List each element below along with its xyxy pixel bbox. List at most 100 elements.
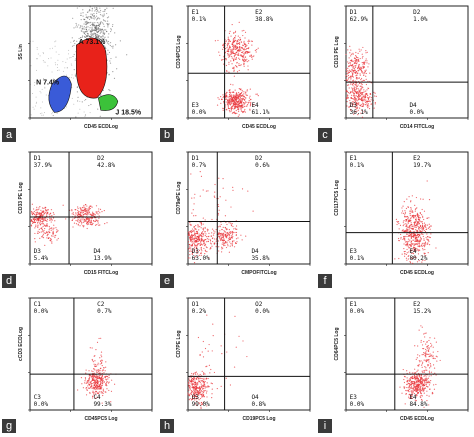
quadrant-value: 0.1%: [192, 16, 207, 23]
y-axis-label: CD13 PE Log: [334, 36, 340, 67]
quadrant-label: O4: [251, 394, 259, 401]
quadrant-label: C4: [93, 394, 101, 401]
panel-c: CD14 FITCLog CD13 PE Log D1 62.9% D2 1.0% D3 36…: [316, 0, 474, 146]
quadrant-label: E2: [413, 155, 421, 162]
quadrant-label: D3: [192, 248, 200, 255]
gate-A: [76, 37, 108, 99]
event-dots: [77, 337, 117, 404]
quadrant-value: 5.4%: [34, 255, 49, 262]
y-axis-label: CD34PC5 Log: [176, 35, 182, 68]
quadrant-value: 15.2%: [413, 308, 431, 315]
y-axis-label: CD117PC5 Log: [334, 180, 340, 216]
quadrant-label: D4: [409, 102, 417, 109]
gate-J: [97, 94, 119, 111]
event-dots: [394, 180, 437, 264]
quadrant-value: 0.0%: [192, 109, 207, 116]
x-axis-label: CD45 ECDLog: [400, 416, 434, 422]
quadrant-label: E1: [350, 301, 358, 308]
plot-area: [29, 297, 153, 411]
gate-N: [48, 75, 72, 113]
scatter-svg: CD45 ECDLog SS Lin A 73.1% N 7.4% J 18.5%: [18, 5, 153, 130]
quadrant-value: 0.6%: [255, 162, 270, 169]
quadrant-label: O2: [255, 301, 263, 308]
panel-letter: h: [160, 419, 174, 433]
quadrant-label: D1: [34, 155, 42, 162]
quadrant-label: E4: [409, 248, 417, 255]
panel-i: CD45 ECDLog CD64PC5 Log E1 0.0% E2 15.2% E3 0.0…: [316, 292, 474, 437]
plot-area: [187, 5, 311, 119]
quadrant-label: E3: [350, 394, 358, 401]
quadrant-value: 0.7%: [192, 162, 207, 169]
y-axis-label: CD33 PE Log: [18, 182, 24, 213]
quadrant-value: 0.0%: [255, 308, 270, 315]
y-axis-label: CD79aPE Log: [176, 182, 182, 215]
quadrant-label: D2: [413, 9, 421, 16]
y-axis-label: SS Lin: [18, 44, 24, 60]
panel-letter: a: [2, 128, 16, 142]
quadrant-label: D1: [350, 9, 358, 16]
quadrant-value: 0.0%: [34, 401, 49, 408]
panel-e: CMPOFITCLog CD79aPE Log D1 0.7% D2 0.6% D3 63.0…: [158, 146, 316, 292]
plot-area: [187, 297, 311, 411]
quadrant-label: E4: [251, 102, 259, 109]
x-axis-label: CD45 ECDLog: [84, 124, 118, 130]
event-dots: [214, 21, 259, 117]
x-axis-label: CD45PC5 Log: [84, 416, 117, 422]
panel-letter: b: [160, 128, 174, 142]
quadrant-label: D3: [350, 102, 358, 109]
panel-letter: d: [2, 274, 16, 288]
panel-letter: f: [318, 274, 332, 288]
quadrant-value: 62.9%: [350, 16, 368, 23]
y-axis-label: cCD3 ECDLog: [18, 327, 24, 361]
scatter-svg: CMPOFITCLog CD79aPE Log D10.7% D20.6% D363.0…: [176, 151, 311, 276]
plot-area: [345, 5, 469, 119]
quadrant-value: 0.2%: [192, 308, 207, 315]
quadrant-label: E3: [192, 102, 200, 109]
panel-d: CD15 FITCLog CD33 PE Log D1 37.9% D2 42.8% D3 5…: [0, 146, 158, 292]
panel-f: CD45 ECDLog CD117PC5 Log E1 0.1% E2 19.7% E3 0.…: [316, 146, 474, 292]
quadrant-label: D2: [97, 155, 105, 162]
quadrant-label: D4: [93, 248, 101, 255]
panel-letter: g: [2, 419, 16, 433]
quadrant-value: 63.0%: [192, 255, 210, 262]
quadrant-label: E1: [192, 9, 200, 16]
quadrant-value: 61.1%: [251, 109, 269, 116]
y-axis-label: CD7PE Log: [176, 330, 182, 357]
quadrant-label: D2: [255, 155, 263, 162]
population-label: N 7.4%: [36, 79, 60, 86]
quadrant-value: 13.9%: [93, 255, 111, 262]
quadrant-label: C1: [34, 301, 42, 308]
quadrant-value: 0.0%: [34, 308, 49, 315]
plot-area: [187, 151, 311, 265]
panel-a: CD45 ECDLog SS Lin A 73.1% N 7.4% J 18.5% a: [0, 0, 158, 146]
panel-g: CD45PC5 Log cCD3 ECDLog C1 0.0% C2 0.7% C3 0.0%…: [0, 292, 158, 437]
quadrant-value: 38.8%: [255, 16, 273, 23]
panel-b: CD45 ECDLog CD34PC5 Log E1 0.1% E2 38.8% E3 0.0…: [158, 0, 316, 146]
panel-letter: c: [318, 128, 332, 142]
quadrant-value: 0.1%: [350, 255, 365, 262]
quadrant-label: D1: [192, 155, 200, 162]
panel-letter: i: [318, 419, 332, 433]
quadrant-label: E4: [409, 394, 417, 401]
quadrant-value: 0.8%: [251, 401, 266, 408]
quadrant-label: E3: [350, 248, 358, 255]
quadrant-value: 99.3%: [93, 401, 111, 408]
event-dots: [187, 171, 254, 264]
quadrant-value: 36.1%: [350, 109, 368, 116]
quadrant-value: 0.1%: [350, 162, 365, 169]
x-axis-label: CD45 ECDLog: [242, 124, 276, 130]
panel-h: CD19PC5 Log CD7PE Log O1 0.2% O2 0.0% O3 99.0% O…: [158, 292, 316, 437]
quadrant-label: D3: [34, 248, 42, 255]
quadrant-value: 0.0%: [350, 401, 365, 408]
quadrant-value: 37.9%: [34, 162, 52, 169]
y-axis-label: CD64PC5 Log: [334, 327, 340, 360]
plot-area: [29, 151, 153, 265]
quadrant-value: 99.0%: [192, 401, 210, 408]
